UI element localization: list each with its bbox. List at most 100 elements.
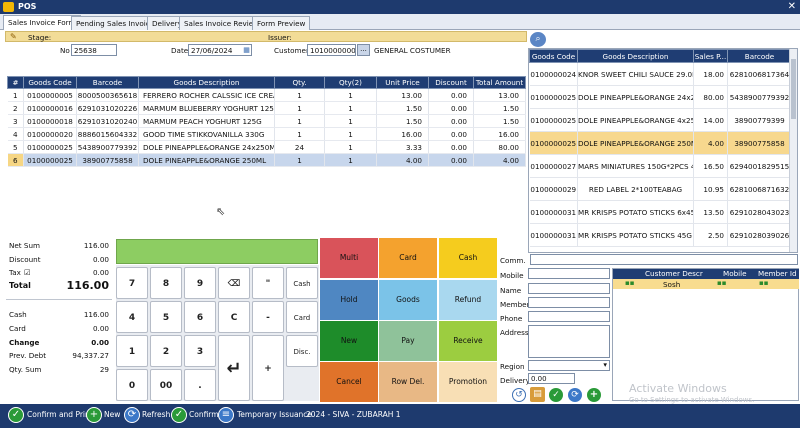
line-discount[interactable]: 0.00 [428,88,474,102]
refresh-status-icon[interactable]: ⟳ [124,407,140,423]
prod-sales-price[interactable]: 18.00 [693,62,728,86]
prod-barcode[interactable]: 6281006817364 [727,62,792,86]
delivery-field[interactable]: 0.00 [528,373,575,384]
folder-icon[interactable]: ▤ [530,387,545,402]
prod-barcode[interactable]: 6294001829515 [727,154,792,178]
line-description[interactable]: GOOD TIME STIKKOVANILLA 330G [138,127,275,141]
line-barcode[interactable]: 5438900779392 [76,140,139,154]
key-00[interactable]: 00 [150,369,182,401]
check-icon[interactable]: ✓ [549,388,563,402]
enter-key[interactable]: ↵ [218,335,250,401]
card-key[interactable]: Card [286,301,318,333]
keypad-display[interactable] [116,239,318,264]
table-row[interactable]: 5 0100000025 5438900779392 DOLE PINEAPPLE&O… [7,140,526,154]
line-unit-price[interactable]: 3.33 [376,140,429,154]
line-goods-code[interactable]: 0100000018 [23,114,77,128]
table-row[interactable]: 2 0100000016 6291031020226 MARMUM BLUEBERRY… [7,101,526,115]
customer-browse-button[interactable]: ... [357,44,370,56]
line-discount[interactable]: 0.00 [428,101,474,115]
plus-key[interactable]: + [252,335,284,401]
key-8[interactable]: 8 [150,267,182,299]
line-barcode[interactable]: 6291031020240 [76,114,139,128]
prod-goods-code[interactable]: 0100000031 [529,223,578,247]
line-goods-code[interactable]: 0100000016 [23,101,77,115]
temporary-issuance-button[interactable]: Temporary Issuance [237,410,313,419]
prod-description[interactable]: MR KRISPS POTATO STICKS 45G SALT [577,223,694,247]
backspace-key[interactable]: ⌫ [218,267,250,299]
prod-description[interactable]: DOLE PINEAPPLE&ORANGE 250ML [577,131,694,155]
line-total[interactable]: 16.00 [473,127,526,141]
refund-button[interactable]: Refund [439,280,497,320]
line-barcode[interactable]: 6291031020226 [76,101,139,115]
line-goods-code[interactable]: 0100000005 [23,88,77,102]
line-qty[interactable]: 1 [274,88,325,102]
multi-button[interactable]: Multi [320,238,378,278]
prod-col-barcode[interactable]: Barcode [727,49,792,63]
line-index[interactable]: 1 [7,88,24,102]
member-field[interactable] [528,297,610,308]
col-header-discount[interactable]: Discount [428,76,474,89]
col-header-goods-code[interactable]: Goods Code [23,76,77,89]
close-icon[interactable]: ✕ [787,1,796,12]
col-header-goods-description[interactable]: Goods Description [138,76,275,89]
col-header-barcode[interactable]: Barcode [76,76,139,89]
key-3[interactable]: 3 [184,335,216,367]
line-index[interactable]: 4 [7,127,24,141]
table-row[interactable]: 6 0100000025 38900775858 DOLE PINEAPPLE&ORA… [7,153,526,167]
col-header-qty[interactable]: Qty. [274,76,325,89]
calendar-icon[interactable]: ▦ [243,45,250,54]
row-del-button[interactable]: Row Del. [379,362,437,402]
comm-field[interactable] [530,254,798,265]
col-header-index[interactable]: # [7,76,24,89]
key-5[interactable]: 5 [150,301,182,333]
line-qty2[interactable]: 1 [324,88,377,102]
mobile-field[interactable] [528,268,610,279]
receive-button[interactable]: Receive [439,321,497,361]
line-index[interactable]: 3 [7,114,24,128]
list-item[interactable]: 0100000025 DOLE PINEAPPLE&ORANGE 250ML 4.0… [529,131,792,155]
clear-key[interactable]: C [218,301,250,333]
prod-description[interactable]: MARS MINIATURES 150G*2PCS 4053... [577,154,694,178]
discount-key[interactable]: Disc. [286,335,318,367]
line-discount[interactable]: 0.00 [428,127,474,141]
line-discount[interactable]: 0.00 [428,140,474,154]
line-qty2[interactable]: 1 [324,127,377,141]
prod-col-goods-code[interactable]: Goods Code [529,49,578,63]
prod-description[interactable]: DOLE PINEAPPLE&ORANGE 24x250ML [577,85,694,109]
product-scrollbar[interactable] [789,49,797,252]
list-item[interactable]: 0100000029 RED LABEL 2*100TEABAG 10.95 6281… [529,177,792,201]
key-7[interactable]: 7 [116,267,148,299]
database-icon[interactable]: ≡ [218,407,234,423]
refresh-button[interactable]: Refresh [142,410,171,419]
tab-pending-sales-invoice[interactable]: Pending Sales Invoice [71,16,160,30]
card-button[interactable]: Card [379,238,437,278]
col-header-mobile[interactable]: Mobile [723,269,747,278]
cancel-button[interactable]: Cancel [320,362,378,402]
confirm-button[interactable]: Confirm [189,410,219,419]
prod-sales-price[interactable]: 14.00 [693,108,728,132]
line-barcode[interactable]: 8000500365618 [76,88,139,102]
history-icon[interactable]: ↺ [512,388,526,402]
prod-barcode[interactable]: 38900775858 [727,131,792,155]
customer-code-field[interactable]: 10100000001 [307,44,356,56]
line-unit-price[interactable]: 4.00 [376,153,429,167]
col-header-total-amount[interactable]: Total Amount [473,76,526,89]
promotion-button[interactable]: Promotion [439,362,497,402]
tax-checkbox[interactable]: ☑ [24,268,31,277]
prod-col-goods-description[interactable]: Goods Description [577,49,694,63]
prod-sales-price[interactable]: 16.50 [693,154,728,178]
product-search-icon[interactable]: ⌕ [530,32,546,47]
prod-barcode[interactable]: 6291028039026 [727,223,792,247]
prod-barcode[interactable]: 38900779399 [727,108,792,132]
line-discount[interactable]: 0.00 [428,153,474,167]
line-qty[interactable]: 1 [274,114,325,128]
phone-field[interactable] [528,311,610,322]
line-description[interactable]: DOLE PINEAPPLE&ORANGE 24x250ML [138,140,275,154]
chevron-down-icon[interactable]: ▾ [603,360,607,369]
minus-key[interactable]: - [252,301,284,333]
line-total[interactable]: 80.00 [473,140,526,154]
line-description[interactable]: DOLE PINEAPPLE&ORANGE 250ML [138,153,275,167]
